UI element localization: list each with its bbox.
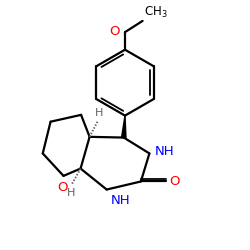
Text: H: H	[67, 188, 75, 198]
Polygon shape	[122, 116, 126, 138]
Text: NH: NH	[110, 194, 130, 207]
Text: O: O	[170, 174, 180, 188]
Text: CH$_3$: CH$_3$	[144, 4, 168, 20]
Text: O: O	[109, 25, 120, 38]
Text: H: H	[95, 108, 103, 118]
Text: O: O	[57, 181, 68, 194]
Text: NH: NH	[155, 145, 174, 158]
